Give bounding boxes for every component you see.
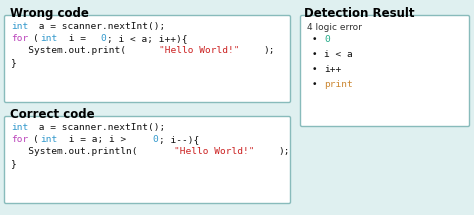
Text: •: • <box>312 80 318 89</box>
Text: }: } <box>11 58 17 67</box>
Text: Correct code: Correct code <box>10 108 95 121</box>
Text: i =: i = <box>63 34 91 43</box>
Text: a = scanner.nextInt();: a = scanner.nextInt(); <box>33 22 165 31</box>
Text: "Hello World!": "Hello World!" <box>159 46 240 55</box>
Text: 0: 0 <box>152 135 158 144</box>
Text: 0: 0 <box>324 35 330 44</box>
Text: ; i--){: ; i--){ <box>159 135 200 144</box>
Text: Wrong code: Wrong code <box>10 7 89 20</box>
Text: int: int <box>41 34 58 43</box>
Text: i < a: i < a <box>324 50 353 59</box>
Text: int: int <box>41 135 58 144</box>
FancyBboxPatch shape <box>301 15 470 126</box>
Text: •: • <box>312 50 318 59</box>
Text: •: • <box>312 65 318 74</box>
Text: System.out.print(: System.out.print( <box>11 46 126 55</box>
Text: int: int <box>11 123 28 132</box>
Text: "Hello World!": "Hello World!" <box>174 147 255 156</box>
Text: }: } <box>11 159 17 168</box>
FancyBboxPatch shape <box>4 15 291 103</box>
Text: •: • <box>312 35 318 44</box>
Text: i = a; i >: i = a; i > <box>63 135 132 144</box>
Text: i++: i++ <box>324 65 341 74</box>
Text: );: ); <box>263 46 275 55</box>
Text: a = scanner.nextInt();: a = scanner.nextInt(); <box>33 123 165 132</box>
Text: 0: 0 <box>100 34 106 43</box>
Text: for: for <box>11 34 28 43</box>
Text: System.out.println(: System.out.println( <box>11 147 137 156</box>
FancyBboxPatch shape <box>4 117 291 204</box>
Text: int: int <box>11 22 28 31</box>
Text: (: ( <box>33 135 39 144</box>
Text: Detection Result: Detection Result <box>304 7 414 20</box>
Text: (: ( <box>33 34 39 43</box>
Text: ; i < a; i++){: ; i < a; i++){ <box>108 34 188 43</box>
Text: );: ); <box>278 147 290 156</box>
Text: print: print <box>324 80 353 89</box>
Text: for: for <box>11 135 28 144</box>
Text: 4 logic error: 4 logic error <box>307 23 362 32</box>
